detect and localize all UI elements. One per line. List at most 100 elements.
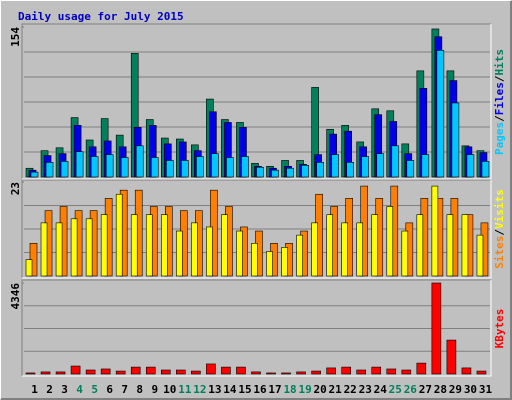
bar	[401, 369, 412, 375]
panel-border-light	[22, 280, 492, 377]
bar	[476, 370, 487, 375]
bar	[115, 193, 123, 277]
legend-separator: /	[493, 229, 506, 236]
bar	[25, 259, 33, 277]
bar	[266, 372, 276, 375]
x-tick-label: 21	[329, 383, 343, 396]
x-tick-label: 3	[61, 383, 68, 396]
x-tick-label: 31	[479, 383, 493, 396]
bar	[100, 214, 108, 277]
bar	[461, 367, 472, 375]
bar	[281, 372, 291, 375]
bar	[341, 222, 348, 277]
bar	[286, 167, 294, 178]
bar	[311, 222, 318, 277]
bar	[311, 370, 321, 375]
bar	[421, 154, 430, 178]
bar	[55, 222, 63, 277]
bar	[196, 156, 204, 178]
x-tick-label: 27	[419, 383, 432, 396]
x-tick-label: 5	[91, 383, 98, 396]
bar	[135, 145, 144, 178]
bar	[326, 367, 336, 375]
bar	[256, 166, 264, 178]
bar	[386, 368, 397, 375]
bar	[160, 369, 171, 375]
x-tick-label: 23	[359, 383, 372, 396]
bar	[356, 222, 364, 277]
bar	[376, 153, 385, 178]
x-tick-label: 24	[374, 383, 388, 396]
y-tick-label: 154	[9, 27, 22, 47]
bar	[226, 157, 234, 178]
x-tick-label: 19	[298, 383, 311, 396]
bar	[466, 154, 475, 178]
legend-separator: /	[493, 75, 506, 82]
bar	[45, 162, 54, 178]
bar	[55, 371, 66, 375]
bar	[241, 156, 249, 178]
bar	[391, 145, 400, 178]
x-tick-label: 10	[163, 383, 176, 396]
x-tick-label: 17	[268, 383, 281, 396]
bar	[251, 243, 258, 277]
bar	[451, 102, 460, 178]
panel-border-light	[22, 180, 492, 279]
bar	[386, 206, 394, 277]
bar	[401, 230, 409, 277]
bar	[236, 230, 243, 277]
bar	[281, 247, 288, 277]
bar	[85, 369, 96, 375]
panel-border-light	[22, 24, 492, 180]
x-tick-label: 4	[76, 383, 83, 396]
bar	[326, 214, 333, 277]
y-tick-label: 4346	[9, 283, 22, 310]
bar	[165, 160, 174, 178]
bar	[115, 370, 126, 375]
bar	[461, 214, 469, 277]
x-tick-label: 12	[193, 383, 206, 396]
bar	[206, 363, 216, 375]
bar	[211, 153, 219, 178]
x-tick-label: 26	[404, 383, 418, 396]
panel-border-dark	[21, 23, 491, 179]
y-tick-label: 23	[9, 182, 22, 195]
bar	[301, 165, 309, 178]
bar	[40, 222, 48, 277]
x-tick-label: 29	[449, 383, 462, 396]
bar	[221, 366, 231, 375]
bar	[206, 226, 213, 277]
bar	[191, 222, 198, 277]
bar	[356, 369, 367, 375]
bar	[346, 162, 354, 178]
legend-entry: KBytes	[493, 309, 506, 349]
bar	[341, 366, 351, 375]
x-tick-label: 9	[151, 383, 158, 396]
x-tick-label: 15	[238, 383, 251, 396]
bar	[120, 157, 129, 178]
legend-entry: Visits	[493, 189, 506, 229]
bar	[181, 160, 189, 178]
panel-border-dark	[21, 179, 491, 278]
x-tick-label: 28	[434, 383, 447, 396]
legend: KBytes	[493, 309, 506, 349]
bar	[436, 50, 445, 178]
bar	[130, 366, 141, 375]
panel-border-dark	[21, 279, 491, 376]
bar	[266, 251, 273, 277]
bar	[236, 366, 246, 375]
x-tick-label: 14	[223, 383, 237, 396]
bar	[221, 214, 228, 277]
x-tick-label: 1	[31, 383, 38, 396]
bar	[30, 171, 39, 178]
x-tick-label: 11	[178, 383, 192, 396]
bar	[431, 185, 439, 277]
bar	[446, 339, 457, 375]
x-tick-label: 18	[283, 383, 296, 396]
chart-title: Daily usage for July 2015	[18, 10, 184, 23]
bar	[150, 157, 159, 178]
bar	[251, 371, 261, 375]
bar	[25, 372, 36, 375]
legend: Sites/Visits	[493, 189, 506, 269]
